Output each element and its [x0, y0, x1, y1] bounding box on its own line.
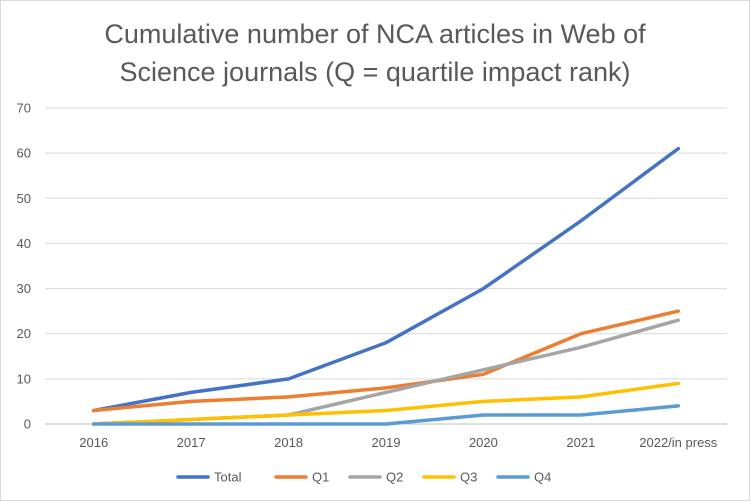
x-tick-label: 2022/in press	[639, 435, 718, 450]
legend-item-q3: Q3	[422, 470, 477, 485]
legend-item-q2: Q2	[348, 470, 403, 485]
legend-item-q1: Q1	[274, 470, 329, 485]
legend-item-total: Total	[176, 470, 242, 485]
chart-title-line-1: Cumulative number of NCA articles in Web…	[104, 19, 646, 49]
legend-label: Q1	[312, 470, 329, 485]
gridlines	[45, 107, 727, 425]
legend-label: Q2	[386, 470, 403, 485]
series-line-total	[91, 146, 681, 413]
series-line-q4	[91, 404, 681, 426]
y-tick-label: 70	[17, 101, 31, 116]
x-tick-label: 2018	[274, 435, 303, 450]
x-tick-label: 2017	[177, 435, 206, 450]
y-tick-label: 0	[24, 417, 31, 432]
legend-label: Total	[214, 470, 242, 485]
legend-label: Q3	[460, 470, 477, 485]
y-tick-label: 40	[17, 236, 31, 251]
series-line-q1	[91, 309, 681, 413]
legend-label: Q4	[534, 470, 551, 485]
y-tick-label: 30	[17, 281, 31, 296]
chart-title-line-2: Science journals (Q = quartile impact ra…	[119, 57, 631, 87]
x-tick-label: 2020	[469, 435, 498, 450]
series-line-q3	[91, 381, 681, 426]
legend-item-q4: Q4	[496, 470, 551, 485]
series-line-q2	[91, 318, 681, 426]
chart-title: Cumulative number of NCA articles in Web…	[1, 15, 749, 91]
y-tick-label: 60	[17, 146, 31, 161]
x-tick-label: 2019	[372, 435, 401, 450]
x-tick-label: 2016	[79, 435, 108, 450]
y-axis: 0 10 20 30 40 50 60 70	[17, 101, 31, 432]
x-tick-label: 2021	[566, 435, 595, 450]
x-axis: 2016 2017 2018 2019 2020 2021 2022/in press	[79, 435, 718, 450]
y-tick-label: 50	[17, 191, 31, 206]
series-lines	[91, 146, 681, 426]
y-tick-label: 10	[17, 371, 31, 386]
y-tick-label: 20	[17, 326, 31, 341]
legend: Total Q1 Q2 Q3 Q4	[176, 470, 551, 485]
